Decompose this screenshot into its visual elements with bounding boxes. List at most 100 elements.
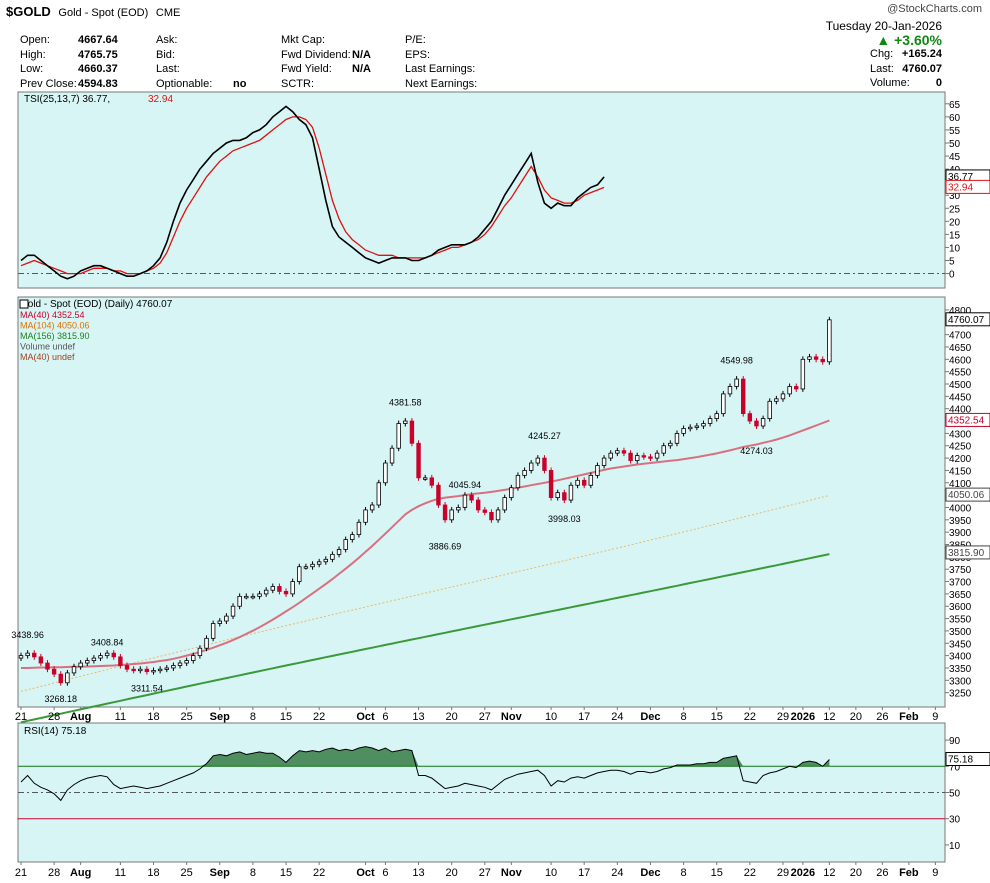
candle xyxy=(157,668,163,672)
rsi-last-value: 75.18 xyxy=(948,755,973,766)
tsi-ytick-label: 15 xyxy=(949,230,961,241)
price-ytick-label: 4300 xyxy=(949,429,972,440)
price-ytick-label: 3350 xyxy=(949,664,972,675)
tsi-signal-line xyxy=(20,116,605,275)
header-field-value: N/A xyxy=(352,63,371,75)
watermark: @StockCharts.com xyxy=(887,3,982,15)
price-ytick-label: 3400 xyxy=(949,652,972,663)
candle xyxy=(588,474,594,486)
candle xyxy=(244,595,249,599)
candle xyxy=(51,668,57,675)
header-field-label: Next Earnings: xyxy=(405,77,478,90)
xtick-label: 13 xyxy=(412,867,424,879)
rsi-overbought-fill xyxy=(21,746,830,767)
candle xyxy=(184,660,189,664)
xtick-label: 24 xyxy=(611,867,623,879)
xtick-label: 15 xyxy=(711,711,723,723)
header-field-label: Last Earnings: xyxy=(405,63,476,75)
candle xyxy=(568,484,574,501)
xtick-label: 22 xyxy=(313,711,325,723)
price-legend-item: Volume undef xyxy=(20,342,76,352)
candle xyxy=(813,356,819,360)
xtick-label: Sep xyxy=(210,711,230,723)
header-field-label: Fwd Dividend: xyxy=(281,48,351,61)
price-ytick-label: 3650 xyxy=(949,590,972,601)
xtick-label: 8 xyxy=(250,867,256,879)
rsi-ytick-label: 30 xyxy=(949,815,961,826)
xtick-label: Dec xyxy=(640,867,660,879)
tsi-ytick-label: 5 xyxy=(949,257,955,268)
candle xyxy=(171,665,176,669)
candle xyxy=(456,507,461,511)
candle xyxy=(462,494,468,508)
xtick-label: 17 xyxy=(578,867,590,879)
header-field-label: Optionable: xyxy=(156,77,213,90)
candle xyxy=(91,657,97,661)
candle xyxy=(489,512,494,521)
rsi-ytick-label: 10 xyxy=(949,841,961,852)
header-field-label: Chg: xyxy=(870,48,894,60)
candle xyxy=(548,470,554,498)
candle xyxy=(290,581,295,595)
xtick-label: Oct xyxy=(356,711,375,723)
header-field-label: Open: xyxy=(20,34,50,46)
xtick-label: 29 xyxy=(777,711,789,723)
xtick-label: Feb xyxy=(899,867,919,879)
candle xyxy=(217,620,222,624)
candle xyxy=(615,450,620,454)
price-ytick-label: 3900 xyxy=(949,528,972,539)
price-ytick-label: 3450 xyxy=(949,639,972,650)
price-last-value-box xyxy=(945,312,990,327)
candle xyxy=(582,479,587,486)
candle xyxy=(754,420,759,427)
candle xyxy=(283,591,289,595)
ma40-last-value: 4352.54 xyxy=(948,415,985,426)
tsi-ytick-label: 45 xyxy=(949,152,961,163)
header-field-value: no xyxy=(233,77,247,90)
xtick-label: 9 xyxy=(932,867,938,879)
price-ytick-label: 3500 xyxy=(949,627,972,638)
candle xyxy=(800,358,806,390)
price-ytick-label: 4200 xyxy=(949,454,972,465)
candle xyxy=(674,432,680,444)
xtick-label: 22 xyxy=(313,867,325,879)
rsi-ytick-label: 70 xyxy=(949,762,961,773)
header-field-label: Low: xyxy=(20,63,44,75)
xtick-label: Dec xyxy=(640,711,660,723)
candle xyxy=(780,393,786,400)
candle xyxy=(482,509,488,513)
candle xyxy=(495,509,501,521)
price-ytick-label: 4500 xyxy=(949,380,972,391)
candle xyxy=(787,386,792,395)
price-annotation: 3268.18 xyxy=(44,694,77,704)
panel-1 xyxy=(17,91,946,289)
price-annotation: 4045.94 xyxy=(449,480,482,490)
xtick-label: 25 xyxy=(181,711,193,723)
candle xyxy=(323,558,328,563)
tsi-ytick-label: 30 xyxy=(949,191,961,202)
header-field-label: Mkt Cap: xyxy=(281,34,326,46)
instrument-name: Gold - Spot (EOD) xyxy=(58,7,149,19)
header-field-value: 0 xyxy=(935,77,942,89)
candle xyxy=(522,470,527,476)
candle xyxy=(654,452,660,459)
candle xyxy=(502,497,507,511)
price-annotation: 4274.03 xyxy=(740,446,773,456)
tsi-ytick-label: 55 xyxy=(949,126,961,137)
candle xyxy=(343,539,348,550)
xtick-label: 2026 xyxy=(791,867,815,879)
candle xyxy=(164,667,169,670)
xtick-label: 27 xyxy=(479,711,491,723)
price-ytick-label: 4450 xyxy=(949,392,972,403)
candle xyxy=(694,425,700,428)
header-field-value: N/A xyxy=(352,48,371,61)
change-percent-value: +3.60% xyxy=(894,32,942,48)
xtick-label: 12 xyxy=(823,711,835,723)
header-field-value: 4660.37 xyxy=(78,63,118,75)
ma40-last-value-box xyxy=(945,412,990,427)
header-field-value: 4765.75 xyxy=(78,48,118,61)
price-annotation: 3998.03 xyxy=(548,514,581,524)
header-field-label: Fwd Yield: xyxy=(281,63,332,75)
tsi-last-value: 36.77 xyxy=(948,172,973,183)
candle xyxy=(509,487,514,498)
